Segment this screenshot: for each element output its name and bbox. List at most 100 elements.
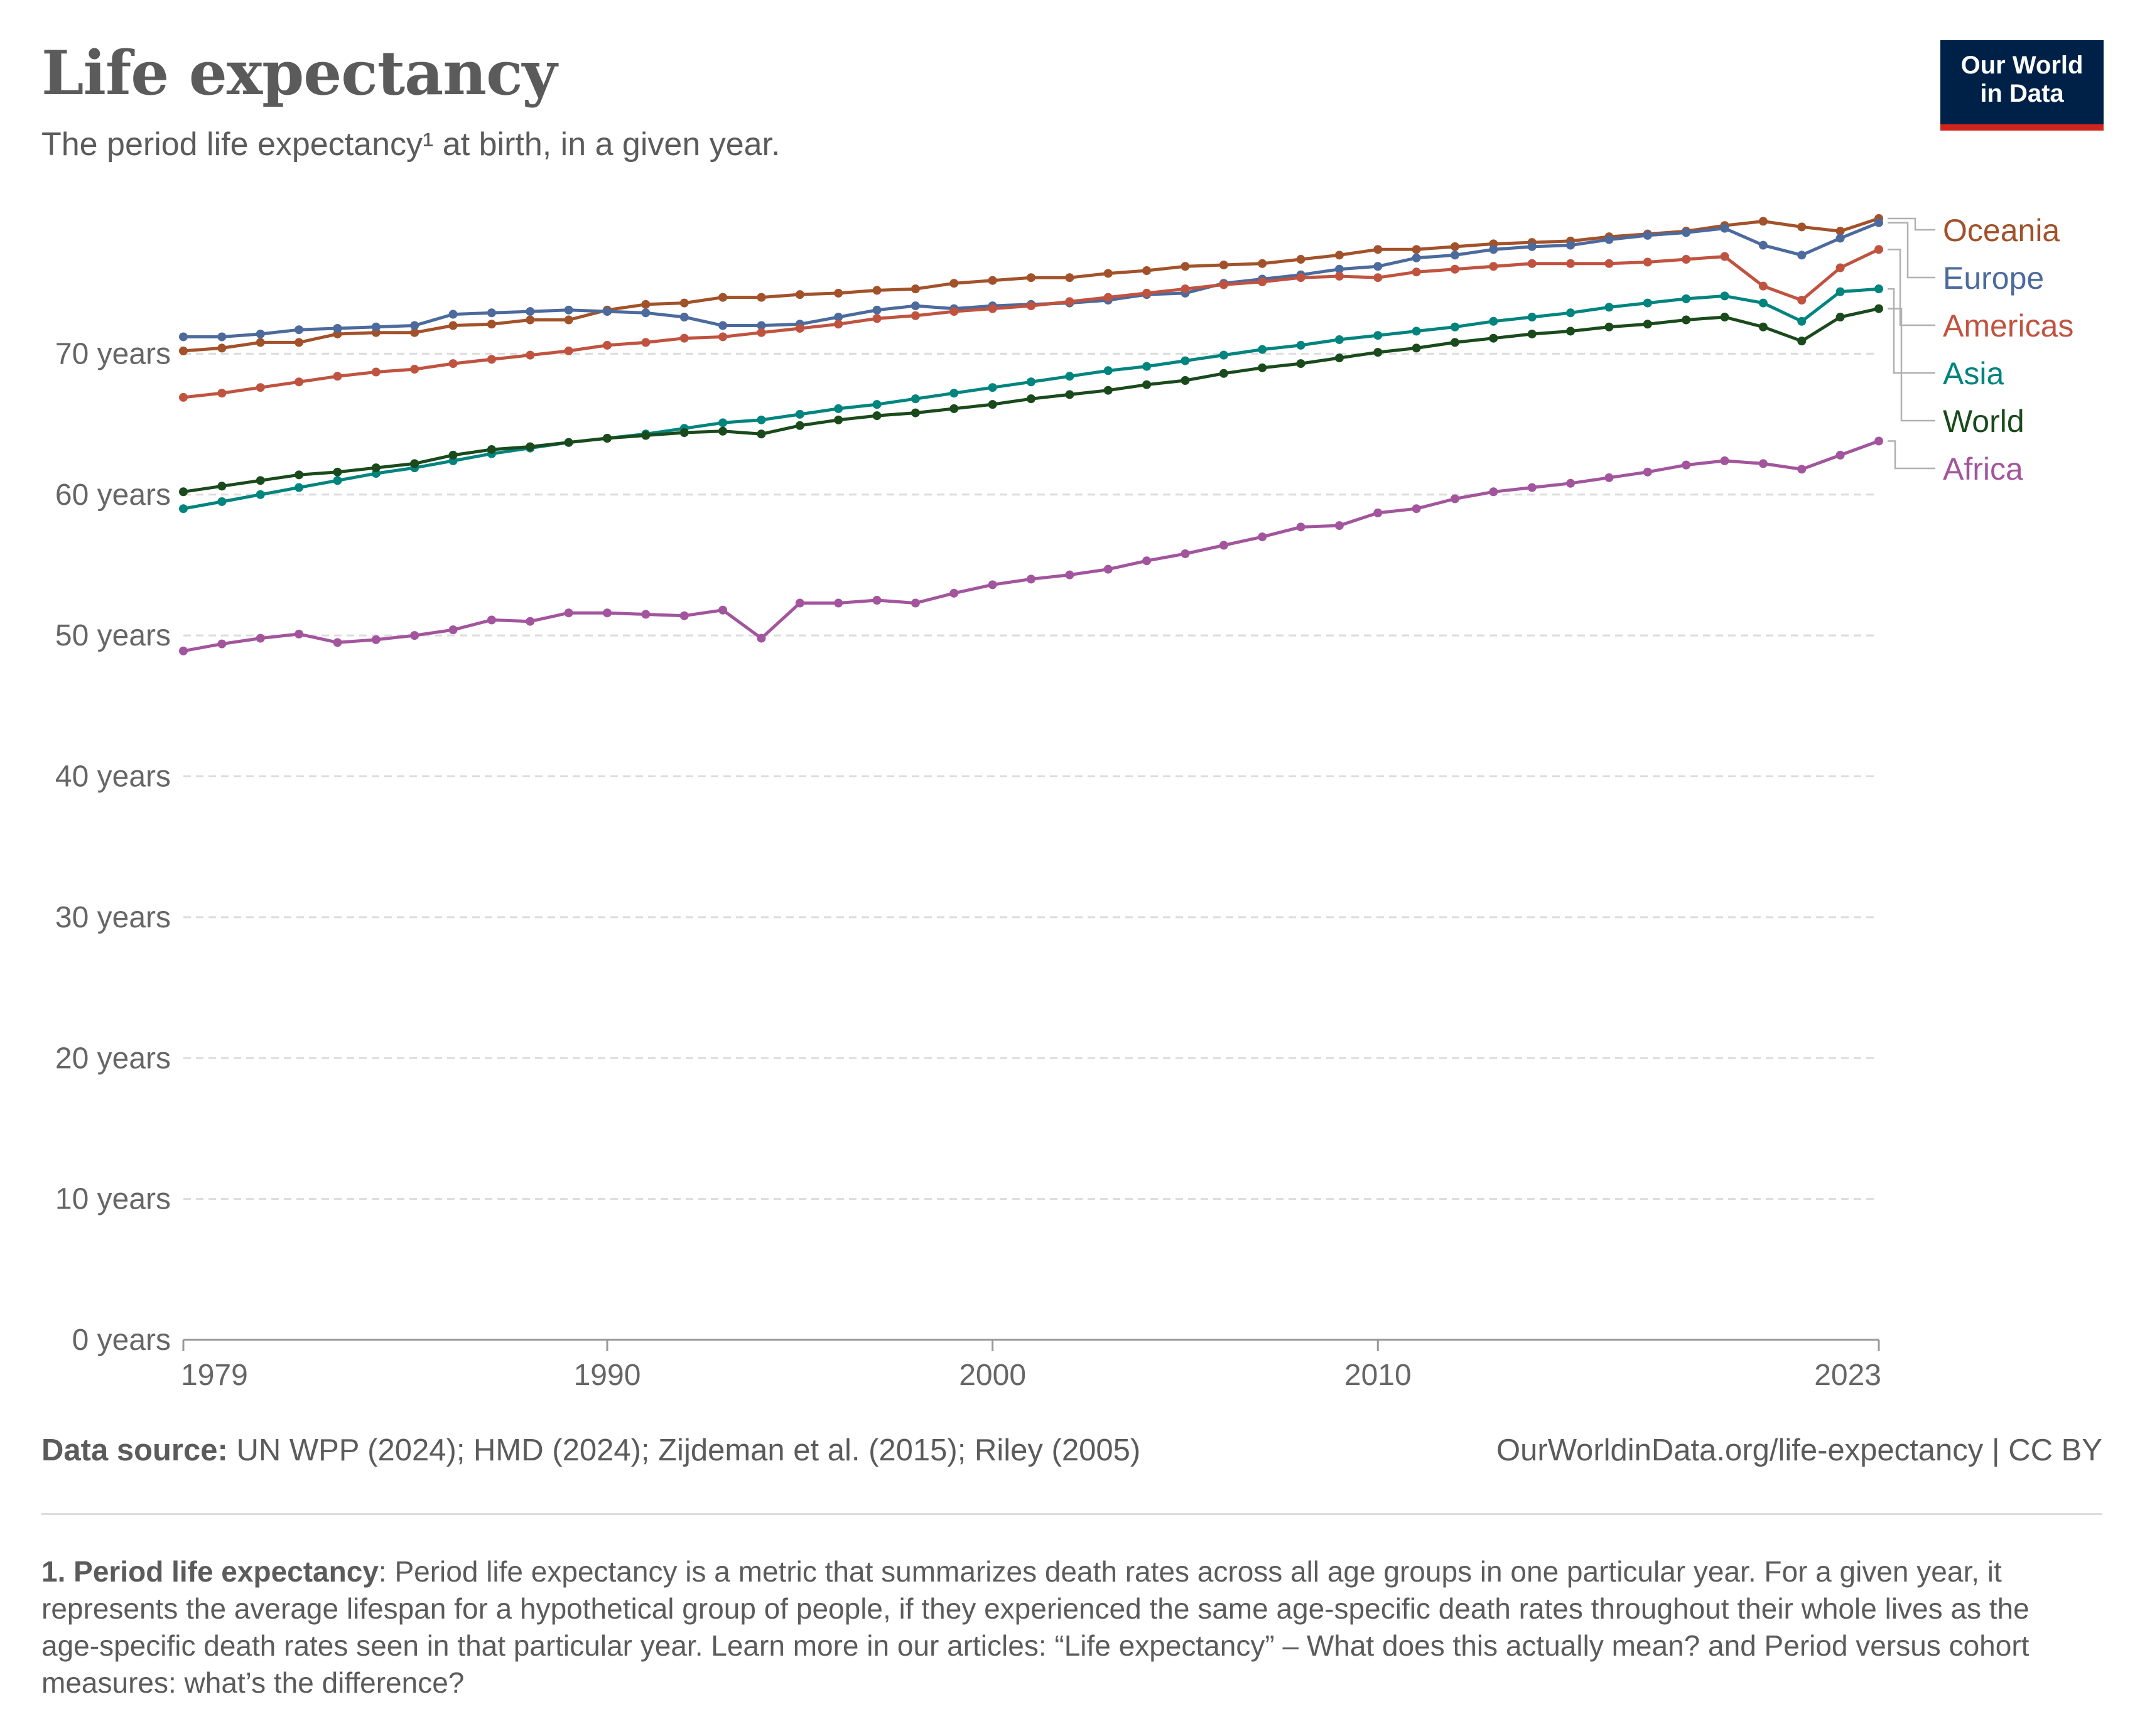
data-point (757, 321, 766, 330)
data-point (1566, 478, 1576, 488)
data-point (1451, 264, 1459, 274)
y-tick-label: 20 years (55, 1042, 171, 1075)
data-point (1027, 273, 1035, 283)
data-point (564, 315, 573, 325)
data-point (1065, 273, 1074, 283)
data-point (679, 298, 689, 308)
data-point (641, 299, 651, 309)
data-point (1874, 245, 1883, 254)
data-point (1604, 235, 1614, 244)
owid-logo[interactable]: Our World in Data (1940, 40, 2104, 131)
data-point (988, 580, 997, 590)
chart-subtitle: The period life expectancy¹ at birth, in… (41, 126, 781, 163)
data-point (834, 415, 843, 424)
data-point (526, 315, 535, 325)
data-point (1412, 253, 1421, 262)
data-point (679, 611, 689, 620)
source-url-link[interactable]: OurWorldinData.org/life-expectancy | CC … (1496, 1433, 2102, 1467)
data-point (1065, 372, 1074, 381)
data-point (1682, 294, 1691, 303)
data-point (179, 332, 188, 342)
data-point (834, 320, 843, 329)
data-point (1296, 255, 1305, 264)
data-point (179, 504, 188, 514)
divider (41, 1513, 2102, 1515)
data-point (641, 338, 651, 347)
legend-label-oceania: Oceania (1943, 213, 2060, 248)
data-point (988, 304, 997, 313)
data-point (217, 639, 227, 649)
data-point (1219, 280, 1228, 289)
data-point (1797, 296, 1807, 305)
data-point (295, 377, 304, 387)
data-point (1489, 262, 1498, 271)
legend-connector-oceania (1888, 217, 1935, 231)
data-point (1720, 252, 1729, 261)
data-point (1682, 228, 1691, 237)
data-point (487, 308, 496, 318)
x-axis: 1979 1990 2000 2010 2023 (181, 1339, 1881, 1392)
data-point (564, 305, 573, 315)
data-point (410, 459, 419, 468)
x-tick-label: 2010 (1344, 1359, 1412, 1392)
data-point (295, 483, 304, 492)
data-point (949, 404, 959, 413)
data-point (1720, 291, 1729, 301)
data-point (641, 308, 651, 318)
data-point (1027, 301, 1035, 311)
data-point (718, 332, 728, 342)
data-point (872, 286, 882, 295)
data-point (1334, 335, 1344, 344)
data-point (911, 284, 920, 294)
data-point (1758, 240, 1768, 250)
data-point (1797, 316, 1807, 326)
data-point (448, 321, 458, 330)
data-point (1720, 456, 1729, 465)
data-point (1682, 255, 1691, 264)
series-group (179, 213, 1883, 655)
legend-connector-europe (1888, 222, 1935, 279)
data-point (1258, 532, 1267, 542)
data-point (1835, 287, 1845, 296)
data-point (1566, 259, 1576, 268)
data-point (988, 400, 997, 409)
data-point (1527, 329, 1537, 338)
chart-title: Life expectancy (41, 38, 557, 109)
data-point (1373, 348, 1383, 357)
data-point (1296, 273, 1305, 283)
data-point (1065, 297, 1074, 306)
data-point (1720, 224, 1729, 233)
data-point (795, 323, 804, 333)
footnote: 1. Period life expectancy: Period life e… (41, 1553, 2082, 1701)
data-point (911, 598, 920, 608)
data-point (1065, 570, 1074, 580)
data-point (1412, 504, 1421, 514)
gridlines (183, 352, 1879, 1200)
data-point (295, 325, 304, 335)
data-point (911, 394, 920, 404)
data-point (1835, 450, 1845, 460)
data-point (1103, 366, 1113, 375)
data-point (448, 450, 458, 460)
data-point (1643, 298, 1652, 308)
data-point (603, 340, 612, 350)
data-point (333, 476, 342, 485)
data-point (410, 328, 419, 337)
data-point (834, 288, 843, 298)
data-point (1334, 521, 1344, 531)
data-point (564, 346, 573, 355)
data-point (1643, 467, 1652, 477)
data-point (1489, 316, 1498, 326)
data-point (1142, 380, 1152, 389)
x-tick-label: 2023 (1814, 1359, 1881, 1392)
legend-label-africa: Africa (1943, 451, 2023, 487)
data-point (448, 625, 458, 635)
data-point (718, 418, 728, 428)
data-point (1181, 549, 1190, 558)
data-point (1835, 313, 1845, 322)
data-point (448, 359, 458, 369)
y-tick-label: 10 years (55, 1183, 171, 1216)
data-point (1874, 218, 1883, 227)
data-point (1296, 340, 1305, 350)
data-point (179, 646, 188, 655)
